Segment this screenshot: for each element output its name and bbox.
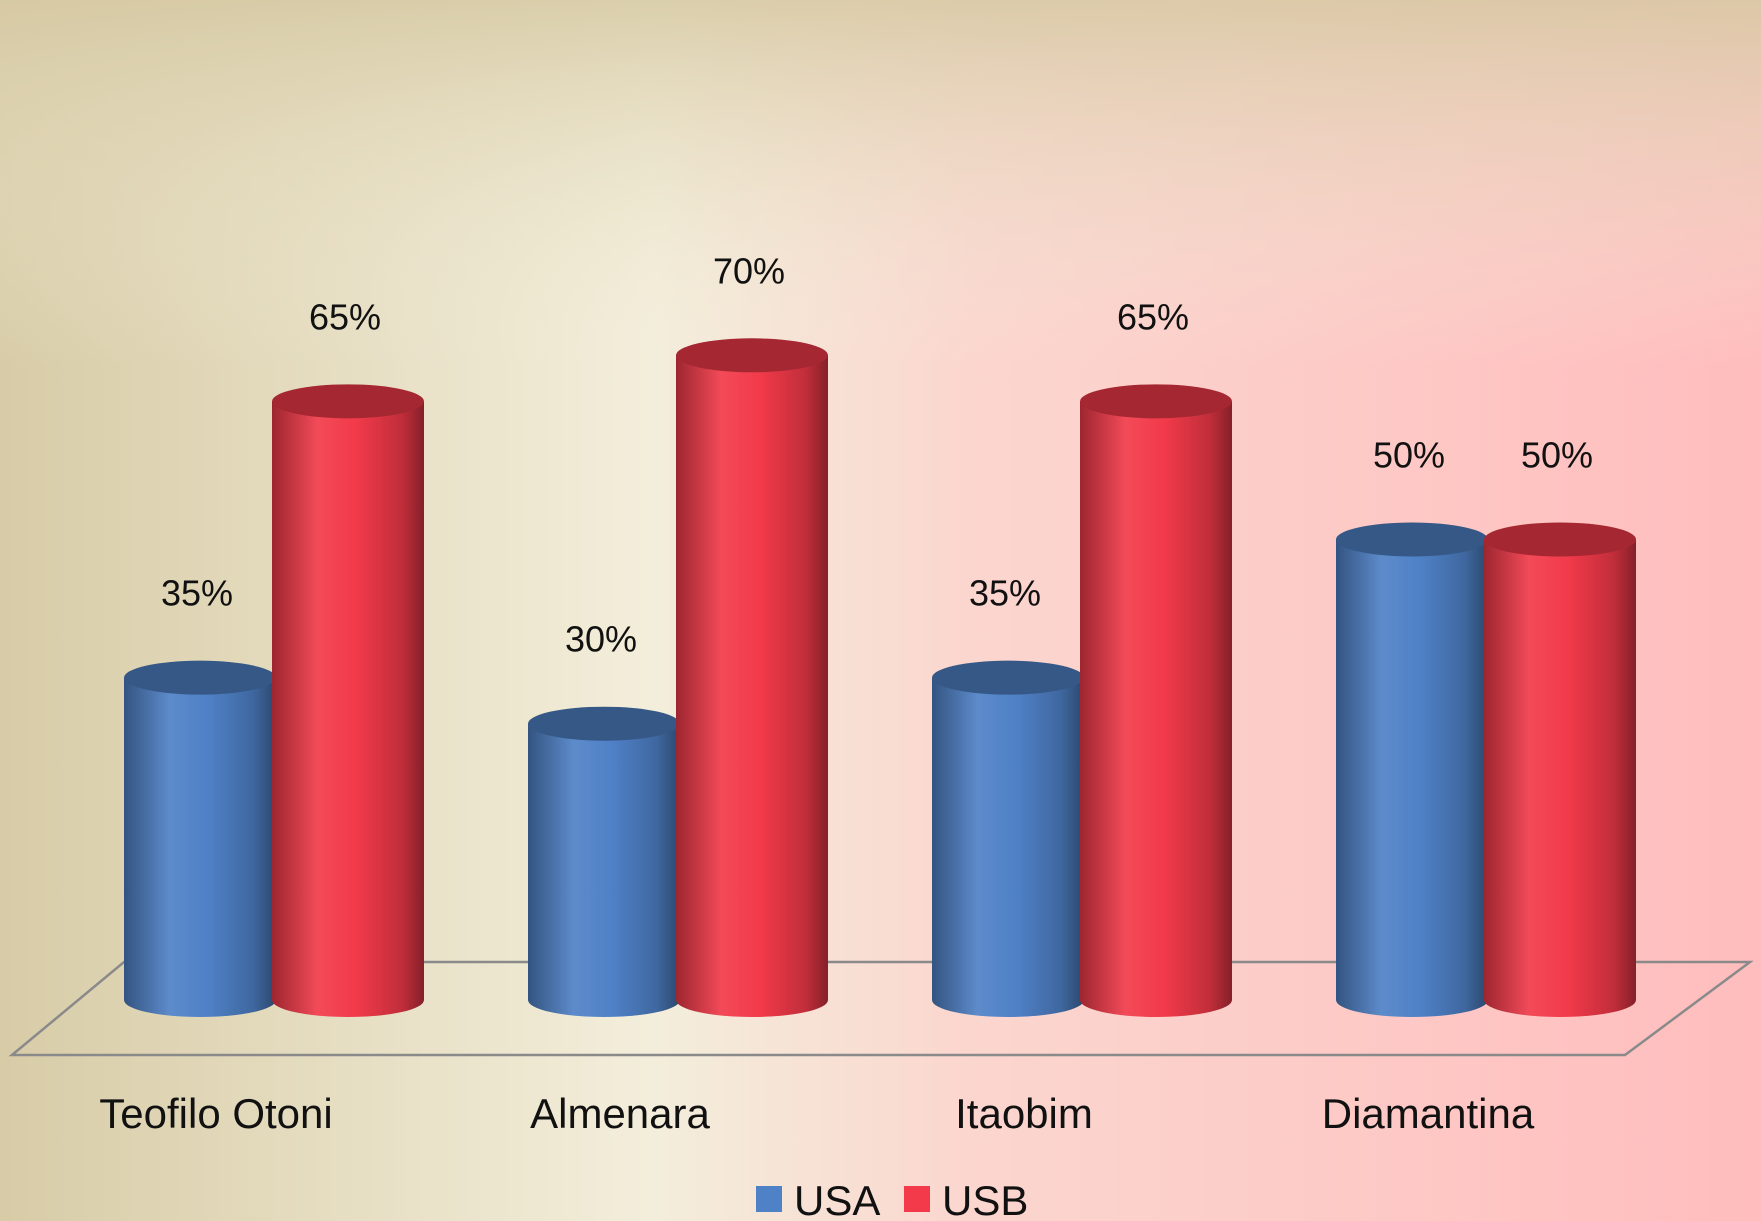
bar-label-almenara-usb: 70% bbox=[713, 250, 785, 291]
category-labels: Teofilo Otoni Almenara Itaobim Diamantina bbox=[99, 1090, 1535, 1137]
bar-diamantina-usb bbox=[1484, 522, 1636, 1017]
bar-almenara-usb bbox=[676, 338, 828, 1017]
legend-swatch-usb bbox=[904, 1186, 930, 1212]
bar-diamantina-usa bbox=[1336, 522, 1488, 1017]
category-label-teofilo-otoni: Teofilo Otoni bbox=[99, 1090, 332, 1137]
bar-almenara-usa bbox=[528, 706, 680, 1017]
bar-label-almenara-usa: 30% bbox=[565, 619, 637, 660]
bar-label-diamantina-usb: 50% bbox=[1521, 435, 1593, 476]
bar-teofilo-otoni-usb bbox=[272, 384, 424, 1018]
bar-itaobim-usa bbox=[932, 660, 1084, 1017]
category-label-itaobim: Itaobim bbox=[955, 1090, 1093, 1137]
floor-plane bbox=[8, 960, 1754, 1057]
legend-item-usa: USA bbox=[756, 1177, 880, 1221]
bar-label-itaobim-usa: 35% bbox=[969, 573, 1041, 614]
legend-label-usa: USA bbox=[794, 1177, 880, 1221]
bar-label-teofilo-otoni-usa: 35% bbox=[161, 573, 233, 614]
category-label-diamantina: Diamantina bbox=[1322, 1090, 1535, 1137]
legend-swatch-usa bbox=[756, 1186, 782, 1212]
bar-itaobim-usb bbox=[1080, 384, 1232, 1017]
bar-label-itaobim-usb: 65% bbox=[1117, 296, 1189, 337]
bar-label-diamantina-usa: 50% bbox=[1373, 435, 1445, 476]
bars bbox=[124, 338, 1636, 1018]
bar-label-teofilo-otoni-usb: 65% bbox=[309, 296, 381, 337]
bar-labels: 35% 65% 30% 70% 35% 65% 50% 50% bbox=[161, 250, 1593, 659]
legend-item-usb: USB bbox=[904, 1177, 1028, 1221]
bar-teofilo-otoni-usa bbox=[124, 660, 276, 1017]
legend-label-usb: USB bbox=[942, 1177, 1028, 1221]
legend: USA USB bbox=[756, 1177, 1028, 1221]
category-label-almenara: Almenara bbox=[530, 1090, 710, 1137]
